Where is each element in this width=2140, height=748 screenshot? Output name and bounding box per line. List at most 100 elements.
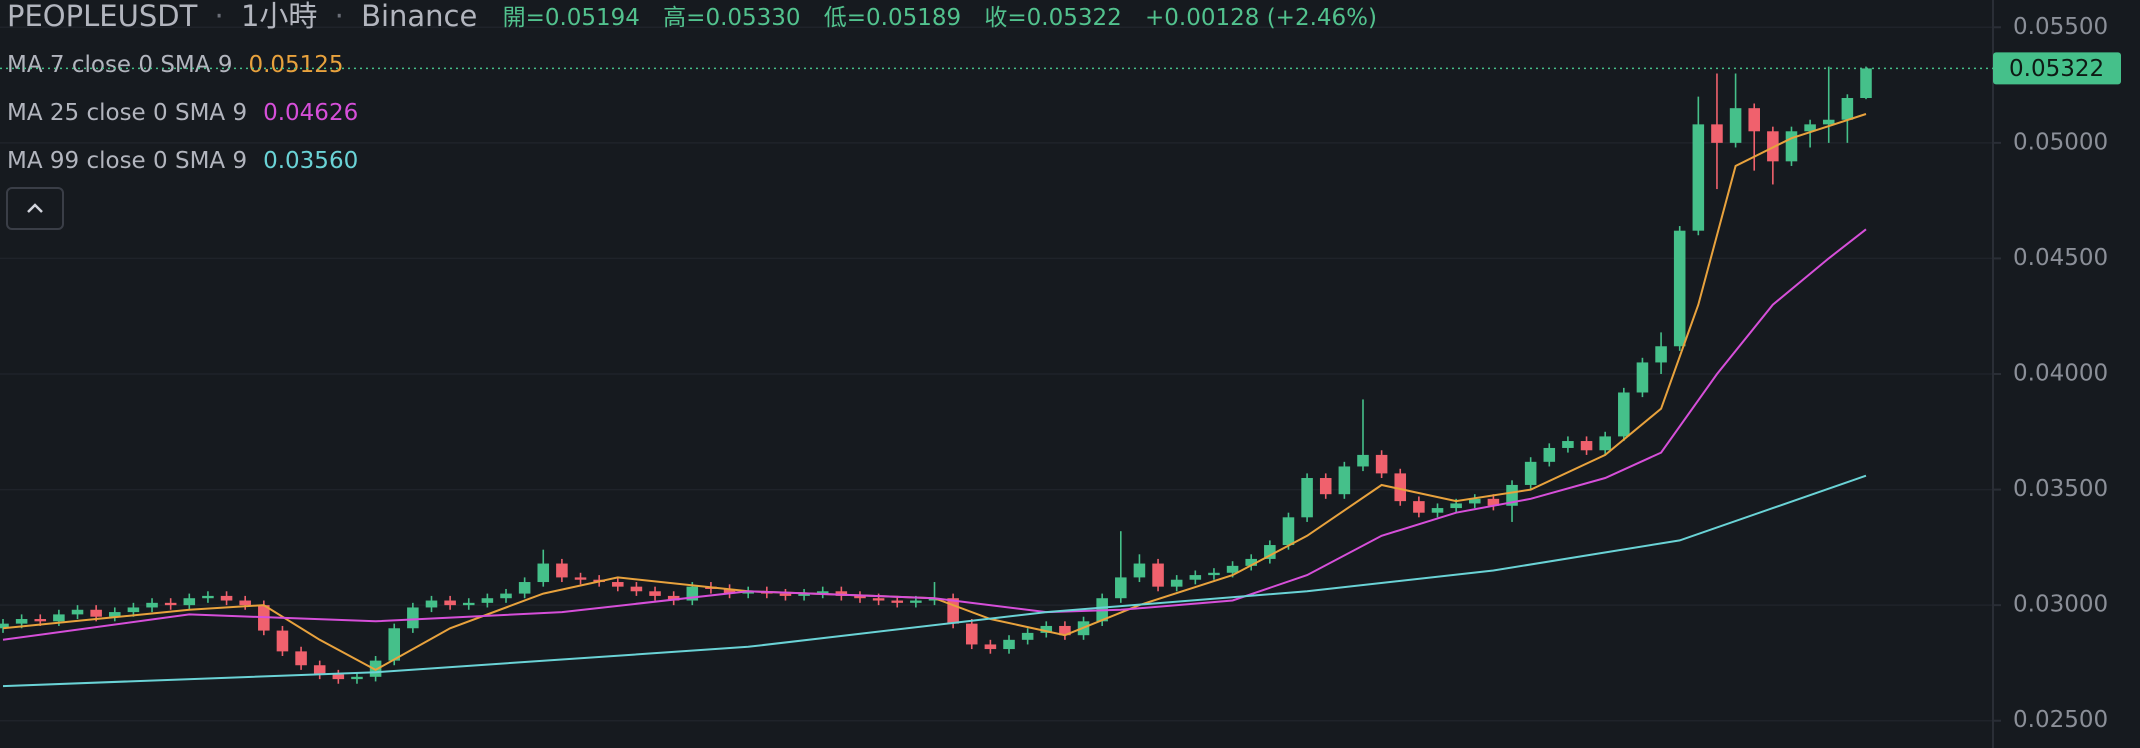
ohlc-high: 高=0.05330 [663, 5, 800, 31]
candle-body [146, 602, 158, 608]
candle-body [1245, 558, 1257, 566]
candle-body [276, 630, 289, 652]
y-tick-label: 0.02500 [2013, 707, 2108, 733]
interval: 1小時 [241, 0, 317, 33]
candle-body [1804, 124, 1816, 132]
candle-body [425, 600, 438, 608]
candle-body [90, 609, 102, 617]
candle-body [1618, 392, 1630, 437]
ohlc-change: +0.00128 (+2.46%) [1145, 5, 1377, 31]
candle-body [686, 586, 699, 601]
candle-body [1860, 68, 1872, 99]
candle-body [1003, 639, 1015, 650]
candle-body [127, 607, 140, 613]
candle-body [1487, 498, 1500, 506]
candle-body [15, 619, 28, 624]
candle-body [0, 623, 9, 629]
candle-body [164, 602, 177, 606]
candle-body [1711, 124, 1723, 143]
candle-body [1189, 575, 1202, 580]
legend-name: MA 99 close 0 SMA 9 [7, 148, 247, 174]
candle-body [462, 602, 475, 606]
candle-body [1673, 230, 1686, 347]
candle-body [1338, 466, 1351, 495]
candle-body [313, 665, 326, 675]
candle-body [183, 598, 196, 606]
candle-body [1562, 441, 1574, 448]
candle-body [1021, 632, 1034, 640]
y-tick-label: 0.03500 [2013, 476, 2108, 502]
candle-body [1729, 108, 1742, 143]
y-tick-label: 0.05000 [2013, 129, 2108, 155]
candle-body [1785, 131, 1798, 162]
candle-body [667, 595, 680, 601]
ma-line [2, 113, 1867, 672]
candle-body [742, 591, 754, 594]
candle-body [1413, 501, 1425, 513]
candle-body [984, 644, 997, 650]
ohlc-close: 收=0.05322 [984, 5, 1121, 31]
candle-body [1767, 131, 1779, 162]
legend-name: MA 7 close 0 SMA 9 [7, 52, 232, 78]
last-price-label: 0.05322 [2009, 56, 2104, 82]
last-price-badge [1993, 52, 2121, 85]
candle-body [53, 614, 65, 622]
candle-body [574, 577, 587, 580]
candle-body [947, 598, 959, 624]
candle-body [816, 591, 829, 594]
candle-body [872, 598, 885, 601]
candle-body [612, 582, 624, 587]
candle-body [481, 598, 494, 603]
candle-body [854, 595, 866, 599]
candle-body [1822, 119, 1835, 125]
candle-body [407, 607, 419, 629]
candle-body [1152, 563, 1164, 587]
header: PEOPLEUSDT · 1小時 · Binance 開=0.05194 高=0… [7, 0, 1377, 33]
candle-body [1301, 478, 1313, 518]
candle-body [798, 593, 810, 596]
candle-body [1636, 362, 1649, 393]
candle-body [1580, 441, 1593, 451]
candle-body [500, 593, 512, 599]
candle-body [239, 600, 251, 606]
candle-body [1692, 124, 1705, 231]
candle-body [1208, 572, 1220, 576]
candle-body [109, 612, 121, 617]
candle-body [1748, 108, 1760, 132]
symbol: PEOPLEUSDT [7, 0, 198, 33]
legend-entry: MA 99 close 0 SMA 9 0.03560 [7, 148, 358, 174]
candle-body [1450, 503, 1462, 509]
candle-body [1226, 565, 1239, 573]
candle-body [1431, 508, 1444, 513]
candle-body [1059, 625, 1071, 636]
candle-body [332, 674, 345, 680]
legend-entry: MA 7 close 0 SMA 9 0.05125 [7, 52, 344, 78]
ma-line [2, 228, 1867, 641]
ohlc-low: 低=0.05189 [824, 5, 961, 31]
ohlc-open: 開=0.05194 [503, 5, 640, 31]
ma-line [2, 474, 1867, 688]
y-tick-label: 0.05500 [2013, 14, 2108, 40]
legend-value: 0.05125 [248, 52, 343, 78]
y-tick-label: 0.03000 [2013, 592, 2108, 618]
candle-body [1524, 461, 1537, 485]
candle-body [369, 660, 382, 677]
candle-body [1468, 498, 1481, 504]
candle-body [1170, 579, 1183, 587]
chevron-icon [27, 203, 43, 213]
candle-body [388, 628, 401, 661]
separator: · [335, 0, 344, 33]
legend-name: MA 25 close 0 SMA 9 [7, 100, 247, 126]
candle-body [1133, 563, 1146, 578]
candle-body [1264, 545, 1276, 559]
candle-body [202, 595, 214, 599]
collapse-button[interactable] [6, 187, 64, 230]
y-tick-label: 0.04000 [2013, 361, 2108, 387]
candle-body [1655, 346, 1667, 363]
candle-body [649, 591, 661, 596]
plot [0, 66, 1872, 688]
candle-body [910, 600, 922, 603]
candle-body [723, 588, 736, 594]
